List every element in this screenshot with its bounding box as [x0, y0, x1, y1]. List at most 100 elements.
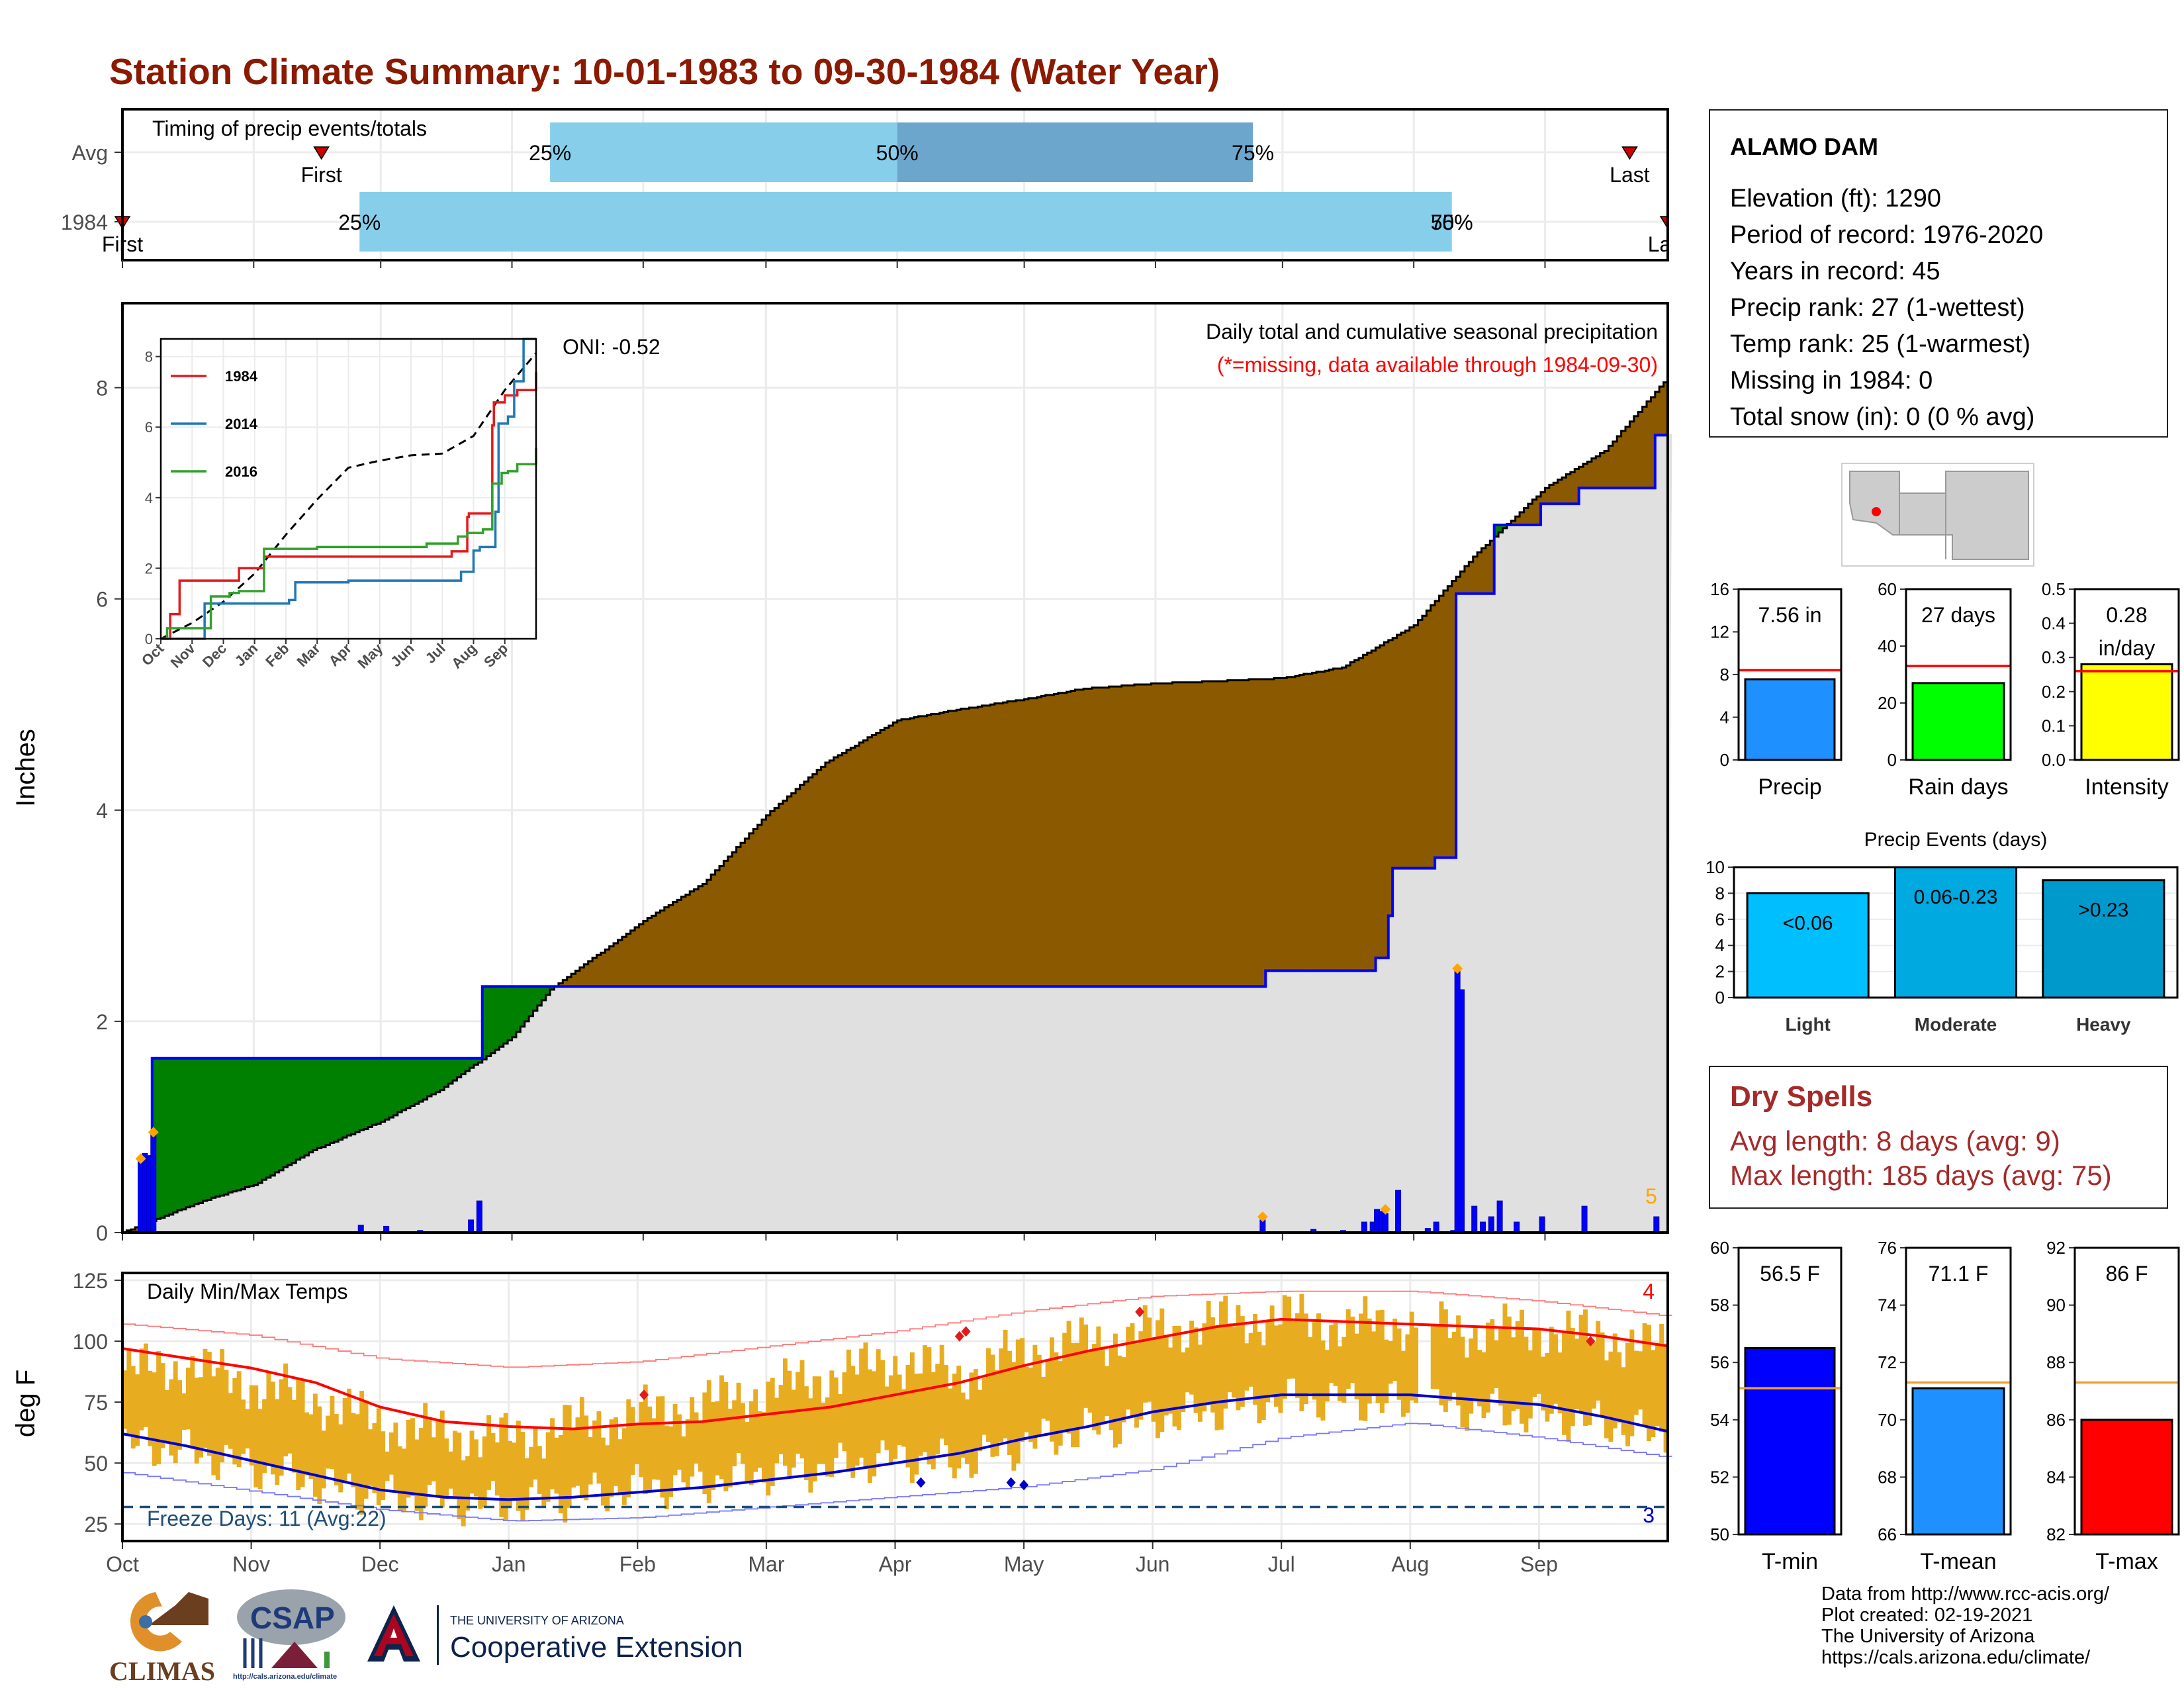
above-avg-fill [550, 986, 555, 990]
below-avg-fill [859, 742, 864, 987]
daily-precip-bar [1480, 1221, 1486, 1233]
below-avg-fill [626, 933, 631, 987]
above-avg-fill [351, 1058, 356, 1135]
above-avg-fill [334, 1058, 339, 1142]
below-avg-fill [694, 889, 699, 987]
daily-temp-bar [385, 1451, 390, 1481]
below-avg-fill [939, 713, 944, 987]
daily-temp-bar [719, 1375, 724, 1479]
daily-temp-bar [372, 1423, 377, 1493]
daily-temp-bar [482, 1436, 487, 1508]
below-avg-fill [614, 943, 619, 987]
daily-temp-bar [1121, 1357, 1126, 1423]
temp-xtick-label: Dec [361, 1552, 399, 1576]
below-avg-fill [1435, 600, 1440, 858]
below-avg-fill [1663, 382, 1668, 436]
daily-temp-bar [706, 1380, 711, 1503]
missing-data-marker [135, 1153, 146, 1164]
daily-temp-bar [1541, 1356, 1545, 1411]
daily-temp-bar [465, 1456, 471, 1511]
below-avg-fill [1003, 702, 1008, 987]
below-avg-fill [1265, 679, 1271, 971]
temp-ytick-label: 75 [84, 1391, 108, 1415]
below-avg-fill [872, 735, 877, 987]
daily-temp-bar [1253, 1313, 1257, 1405]
daily-temp-bar [457, 1432, 462, 1519]
csap-logo-text: CSAP [250, 1601, 335, 1635]
above-avg-fill [439, 1058, 445, 1090]
above-avg-fill [465, 1058, 471, 1071]
below-avg-fill [846, 749, 851, 987]
below-avg-fill [1176, 682, 1181, 987]
below-avg-fill [567, 976, 572, 987]
daily-temp-bar [592, 1420, 597, 1473]
below-avg-fill [1604, 451, 1610, 489]
below-avg-fill [1430, 605, 1435, 868]
above-avg-fill [181, 1058, 187, 1209]
above-avg-fill [190, 1058, 195, 1207]
daily-temp-bar [1244, 1343, 1250, 1391]
temp-tmin-panel-ytick-label: 54 [1710, 1410, 1729, 1430]
daily-temp-bar [253, 1385, 259, 1488]
daily-temp-bar [948, 1388, 953, 1468]
above-avg-fill [537, 986, 542, 1006]
daily-temp-bar [376, 1408, 381, 1505]
station-temp-rank: Temp rank: 25 (1-warmest) [1730, 330, 2031, 358]
daily-temp-bar [905, 1364, 911, 1468]
daily-temp-bar [1439, 1301, 1444, 1406]
below-avg-fill [923, 716, 928, 987]
daily-temp-bar [872, 1371, 877, 1477]
temp-tmax-panel-ytick-label: 92 [2046, 1238, 2066, 1258]
daily-temp-bar [550, 1418, 555, 1489]
above-avg-fill [232, 1058, 238, 1192]
daily-temp-bar [1109, 1345, 1114, 1430]
credit-plot-date: Plot created: 02-19-2021 [1821, 1605, 2033, 1626]
timing-edge-cover-right [1669, 109, 1702, 260]
credit-data-source: Data from http://www.rcc-acis.org/ [1821, 1583, 2110, 1605]
daily-temp-bar [842, 1372, 847, 1452]
below-avg-fill [639, 924, 644, 987]
below-avg-fill [732, 852, 737, 987]
precip-total-panel-ytick-label: 8 [1720, 665, 1729, 684]
precip-events-value-label: 0.06-0.23 [1914, 886, 1998, 908]
below-avg-fill [965, 708, 970, 987]
temp-xtick-label: Oct [106, 1552, 139, 1576]
daily-temp-bar [1172, 1325, 1177, 1427]
daily-temp-bar [1138, 1331, 1144, 1420]
daily-temp-bar [1227, 1323, 1232, 1393]
daily-temp-bar [897, 1374, 902, 1445]
below-avg-fill [1160, 683, 1165, 987]
daily-temp-bar [1524, 1336, 1529, 1432]
temp-xtick-label: Apr [879, 1552, 912, 1576]
daily-temp-bar [190, 1356, 195, 1450]
missing-data-marker [1452, 963, 1463, 974]
daily-precip-bar [1433, 1221, 1439, 1233]
record-low-marker [916, 1477, 926, 1488]
above-avg-fill [529, 986, 534, 1016]
above-avg-fill [220, 1058, 225, 1196]
precip-total-panel-value-bar [1744, 678, 1836, 761]
below-avg-fill [850, 747, 856, 987]
precip-total-panel-ytick-label: 16 [1710, 579, 1729, 599]
avg-cumulative-line [122, 381, 1668, 1234]
intensity-panel-value-label2: in/day [2099, 636, 2155, 660]
daily-temp-bar [575, 1417, 580, 1486]
below-avg-fill [778, 804, 784, 987]
above-avg-fill [545, 986, 551, 996]
daily-temp-bar [761, 1412, 766, 1483]
daily-temp-bar [1520, 1309, 1524, 1424]
below-avg-fill [719, 866, 725, 987]
above-avg-fill [541, 986, 547, 1000]
below-avg-fill [1587, 461, 1592, 489]
daily-temp-bar [135, 1374, 140, 1446]
daily-temp-bar [660, 1396, 665, 1498]
below-avg-fill [1354, 660, 1359, 971]
below-avg-fill [1629, 421, 1635, 489]
below-avg-fill [1617, 436, 1622, 489]
daily-temp-bar [296, 1380, 301, 1491]
above-avg-fill [516, 986, 521, 1032]
daily-temp-bar [1248, 1333, 1253, 1387]
daily-temp-bar [122, 1370, 127, 1429]
daily-temp-bar [981, 1378, 987, 1435]
